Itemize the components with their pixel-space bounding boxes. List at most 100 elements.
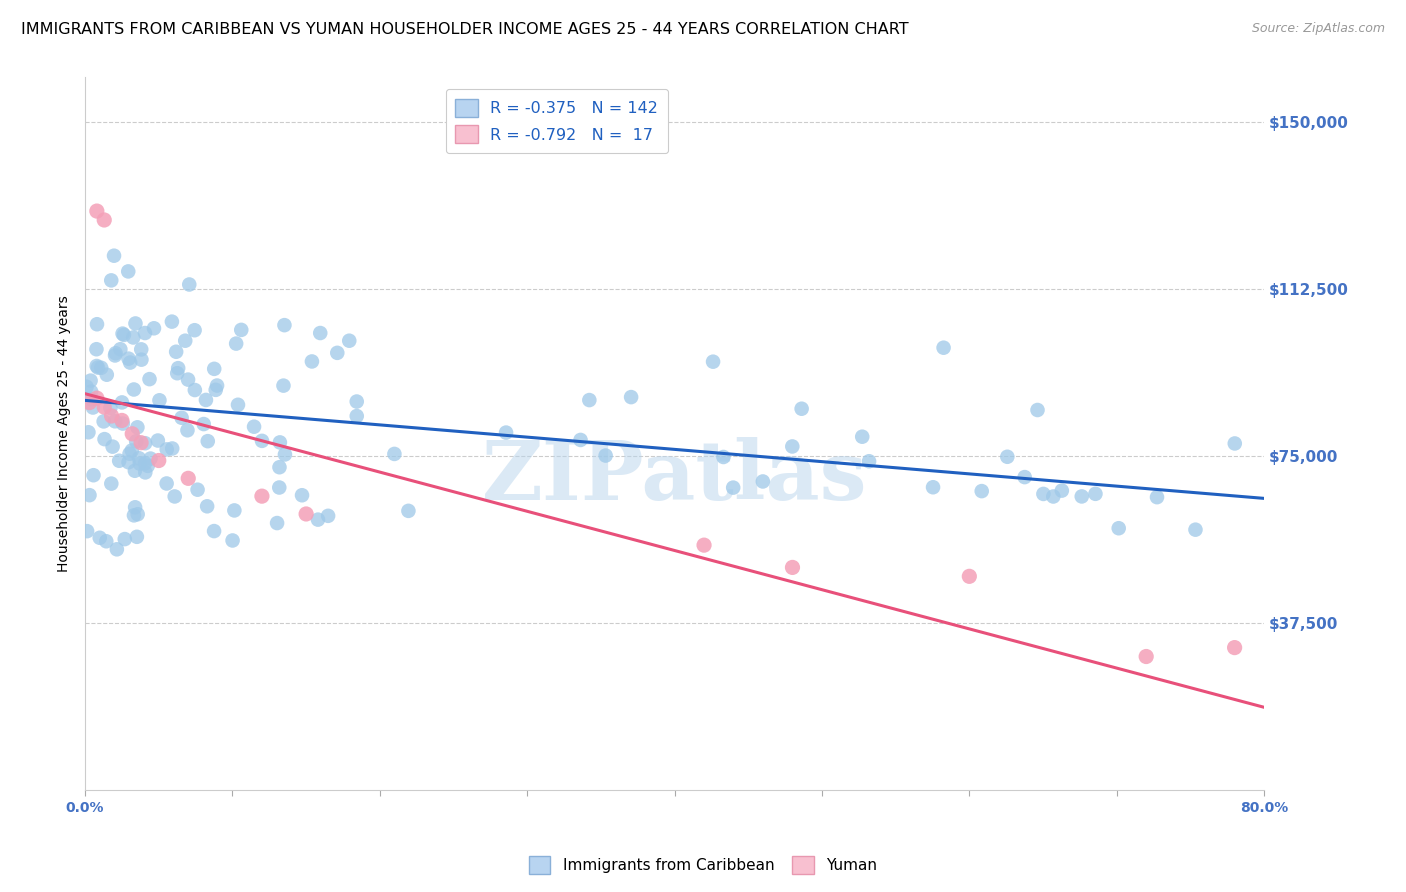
Point <box>111 413 134 427</box>
Point <box>110 343 132 357</box>
Point <box>87 360 110 375</box>
Point <box>128 451 150 466</box>
Point <box>202 524 225 538</box>
Point <box>160 442 183 456</box>
Point <box>104 346 127 360</box>
Point <box>184 383 207 397</box>
Point <box>174 334 197 348</box>
Point <box>170 410 193 425</box>
Point <box>1014 470 1036 484</box>
Point <box>243 419 266 434</box>
Point <box>307 513 329 527</box>
Point <box>273 378 295 392</box>
Point <box>93 213 115 227</box>
Point <box>112 327 135 342</box>
Point <box>96 368 118 382</box>
Point <box>139 451 162 466</box>
Point <box>995 450 1018 464</box>
Point <box>122 330 145 344</box>
Point <box>111 417 134 431</box>
Point <box>122 383 145 397</box>
Point <box>1050 483 1073 498</box>
Point <box>851 430 873 444</box>
Point <box>250 434 273 448</box>
Point <box>1146 490 1168 504</box>
Point <box>121 426 143 441</box>
Legend: R = -0.375   N = 142, R = -0.792   N =  17: R = -0.375 N = 142, R = -0.792 N = 17 <box>446 89 668 153</box>
Point <box>569 433 592 447</box>
Point <box>226 398 249 412</box>
Point <box>1032 487 1054 501</box>
Point <box>80 392 103 407</box>
Point <box>1184 523 1206 537</box>
Point <box>77 425 100 440</box>
Point <box>269 460 291 475</box>
Point <box>221 533 243 548</box>
Point <box>183 323 205 337</box>
Point <box>131 352 153 367</box>
Point <box>1070 490 1092 504</box>
Point <box>495 425 517 440</box>
Point <box>93 432 115 446</box>
Point <box>118 447 141 461</box>
Point <box>295 507 318 521</box>
Point <box>100 273 122 287</box>
Y-axis label: Householder Income Ages 25 - 44 years: Householder Income Ages 25 - 44 years <box>58 295 72 572</box>
Point <box>193 417 215 431</box>
Point <box>160 315 183 329</box>
Point <box>128 457 150 471</box>
Point <box>127 420 149 434</box>
Point <box>105 542 128 557</box>
Point <box>291 488 314 502</box>
Point <box>702 354 724 368</box>
Point <box>250 489 273 503</box>
Point <box>179 277 201 292</box>
Point <box>166 366 188 380</box>
Point <box>108 454 131 468</box>
Point <box>693 538 716 552</box>
Point <box>1042 490 1064 504</box>
Point <box>89 531 111 545</box>
Point <box>127 507 149 521</box>
Point <box>148 393 170 408</box>
Point <box>346 409 368 423</box>
Point <box>104 414 127 428</box>
Point <box>1084 487 1107 501</box>
Point <box>301 354 323 368</box>
Point <box>231 323 253 337</box>
Point <box>117 351 139 366</box>
Point <box>202 362 225 376</box>
Point <box>125 530 148 544</box>
Point <box>970 484 993 499</box>
Point <box>134 436 156 450</box>
Point <box>177 373 200 387</box>
Point <box>384 447 406 461</box>
Point <box>922 480 945 494</box>
Point <box>1135 649 1157 664</box>
Point <box>100 401 122 415</box>
Point <box>134 326 156 340</box>
Point <box>620 390 643 404</box>
Point <box>195 500 218 514</box>
Point <box>138 372 160 386</box>
Text: IMMIGRANTS FROM CARIBBEAN VS YUMAN HOUSEHOLDER INCOME AGES 25 - 44 YEARS CORRELA: IMMIGRANTS FROM CARIBBEAN VS YUMAN HOUSE… <box>21 22 908 37</box>
Point <box>82 468 104 483</box>
Point <box>93 414 115 428</box>
Point <box>957 569 980 583</box>
Point <box>326 346 349 360</box>
Point <box>752 475 775 489</box>
Point <box>103 249 125 263</box>
Point <box>134 466 156 480</box>
Point <box>1026 403 1049 417</box>
Point <box>101 440 124 454</box>
Point <box>125 434 148 449</box>
Point <box>790 401 813 416</box>
Point <box>1223 436 1246 450</box>
Point <box>134 456 156 470</box>
Point <box>858 454 880 468</box>
Point <box>117 455 139 469</box>
Point <box>269 435 291 450</box>
Point <box>117 264 139 278</box>
Point <box>86 391 108 405</box>
Point <box>309 326 332 340</box>
